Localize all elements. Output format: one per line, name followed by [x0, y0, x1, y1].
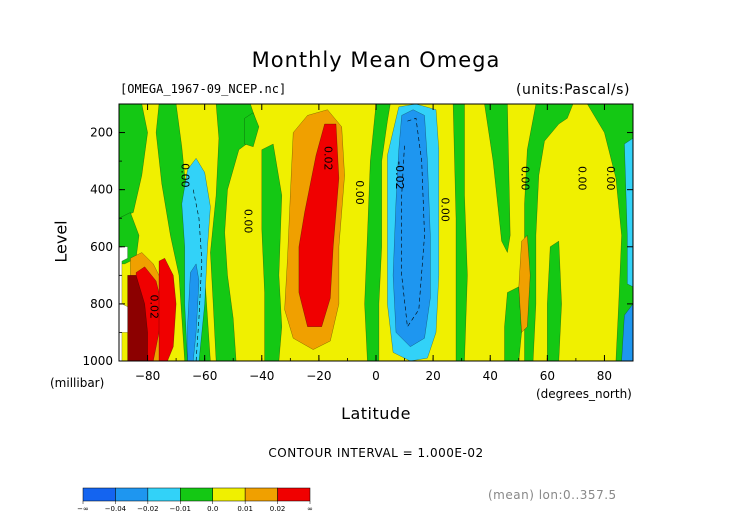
contour-label: 0.00	[353, 180, 366, 205]
region-orange-right	[518, 234, 531, 333]
region-green-small-top	[244, 112, 260, 148]
colorbar-swatch	[115, 487, 149, 502]
x-tick-label: 60	[540, 369, 555, 383]
contour-label: 0.02	[321, 146, 334, 171]
region-blue-right	[621, 303, 633, 361]
y-tick-label: 600	[90, 240, 113, 254]
field-regions: 0.00 0.00 0.02 0.00 -0.02 0.00 0.00 0.00 0.00 0.0…	[119, 104, 633, 361]
colorbar-label: −0.01	[170, 505, 191, 513]
colorbar-swatch	[147, 487, 181, 502]
axes: −80 −60 −40 −20 0 20 40 60 80 200 400 600 800 1000	[82, 103, 634, 383]
colorbar-swatch	[244, 487, 278, 502]
region-green-left	[119, 104, 148, 219]
colorbar-label: 0.02	[270, 505, 286, 513]
y-tick-label: 800	[90, 297, 113, 311]
x-axis-unit: (degrees_north)	[536, 387, 632, 401]
colorbar-label: 0.01	[237, 505, 253, 513]
colorbar: −∞ −0.04 −0.02 −0.01 0.0 0.01 0.02 ∞	[77, 487, 313, 513]
colorbar-swatch	[277, 487, 311, 502]
contour-label: -0.02	[393, 161, 406, 189]
contour-label: 0.00	[604, 166, 617, 191]
contour-interval-text: CONTOUR INTERVAL = 1.000E-02	[268, 446, 484, 460]
negative-contour-left	[192, 189, 203, 361]
region-blue-center-right	[392, 109, 431, 347]
colorbar-label: 0.0	[207, 505, 218, 513]
file-name-label: [OMEGA_1967-09_NCEP.nc]	[120, 82, 287, 96]
contour-label: 0.00	[518, 166, 531, 191]
contour-label: 0.00	[439, 197, 452, 222]
mean-info-text: (mean) lon:0..357.5	[488, 488, 617, 502]
x-tick-label: −20	[306, 369, 331, 383]
x-tick-label: −40	[249, 369, 274, 383]
colorbar-swatch	[212, 487, 246, 502]
units-label: (units:Pascal/s)	[516, 82, 630, 98]
region-green-right-a	[452, 104, 468, 361]
x-tick-label: 20	[425, 369, 440, 383]
y-tick-label: 200	[90, 126, 113, 140]
region-cyan-right	[624, 138, 633, 288]
contour-label: 0.02	[147, 294, 160, 319]
region-green-right-c	[524, 104, 574, 361]
plot-area: 0.00 0.00 0.02 0.00 -0.02 0.00 0.00 0.00 0.00 0.0…	[119, 104, 633, 361]
x-tick-label: 0	[372, 369, 380, 383]
region-green-right-b	[484, 104, 511, 254]
region-green-col-b2	[261, 143, 283, 361]
negative-contour-center	[401, 117, 425, 328]
region-darkred-left	[127, 275, 148, 361]
region-green-right-d	[587, 104, 633, 361]
contour-label: 0.00	[242, 209, 255, 234]
colorbar-label: −0.02	[137, 505, 158, 513]
y-tick-label: 400	[90, 183, 113, 197]
contour-label: 0.00	[576, 166, 589, 191]
colorbar-swatch	[82, 487, 116, 502]
region-green-right-e	[504, 286, 522, 361]
region-green-center-right	[364, 104, 391, 361]
x-tick-label: 80	[597, 369, 612, 383]
region-red-center	[298, 123, 340, 327]
y-tick-label: 1000	[82, 354, 113, 368]
y-axis-unit: (millibar)	[50, 376, 105, 390]
colorbar-label: −∞	[77, 505, 89, 513]
x-axis-label: Latitude	[341, 404, 411, 423]
region-green-right-f	[547, 240, 562, 361]
colorbar-label: −0.04	[105, 505, 127, 513]
region-blue-col-a	[187, 263, 200, 361]
x-tick-label: −60	[192, 369, 217, 383]
chart-title: Monthly Mean Omega	[251, 48, 501, 72]
colorbar-swatch	[180, 487, 213, 502]
x-tick-label: −80	[135, 369, 160, 383]
contour-label: 0.00	[179, 163, 192, 188]
x-tick-label: 40	[483, 369, 498, 383]
colorbar-label: ∞	[307, 505, 313, 513]
region-red-left-2	[158, 257, 177, 361]
